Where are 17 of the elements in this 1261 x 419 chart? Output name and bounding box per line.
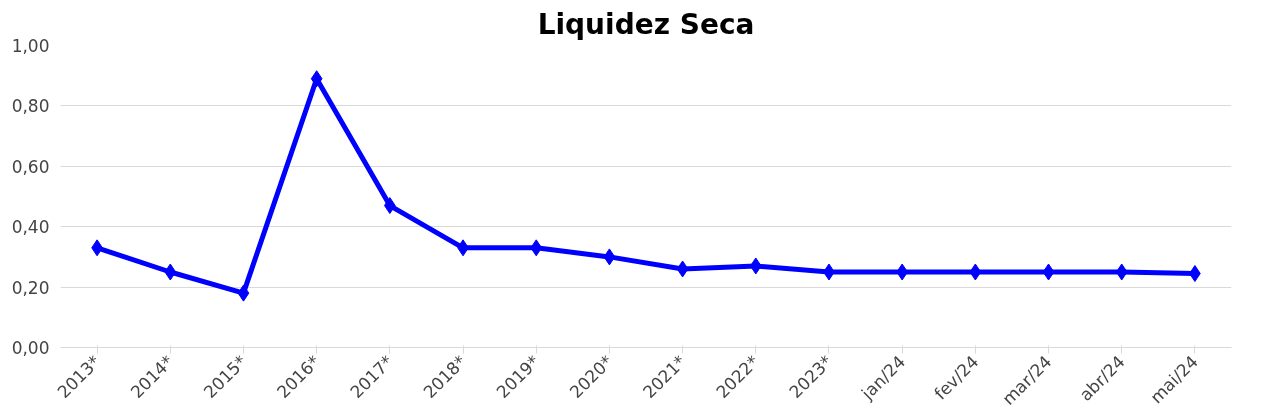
point: [530, 239, 543, 257]
point: [676, 260, 689, 278]
point: [237, 284, 250, 302]
point: [1042, 263, 1055, 281]
y-tick-label: 0,00: [11, 338, 50, 358]
point: [603, 248, 616, 266]
chart-title: Liquidez Seca: [537, 7, 755, 41]
point: [749, 257, 762, 275]
point: [164, 263, 177, 281]
y-tick-label: 0,40: [11, 217, 50, 238]
point: [969, 263, 982, 281]
y-tick-label: 0,80: [11, 96, 50, 117]
y-tick-label: 0,60: [11, 156, 50, 177]
y-tick-label: 1,00: [11, 36, 50, 56]
point: [1115, 263, 1128, 281]
point: [310, 70, 323, 88]
y-tick-label: 0,20: [11, 277, 50, 298]
